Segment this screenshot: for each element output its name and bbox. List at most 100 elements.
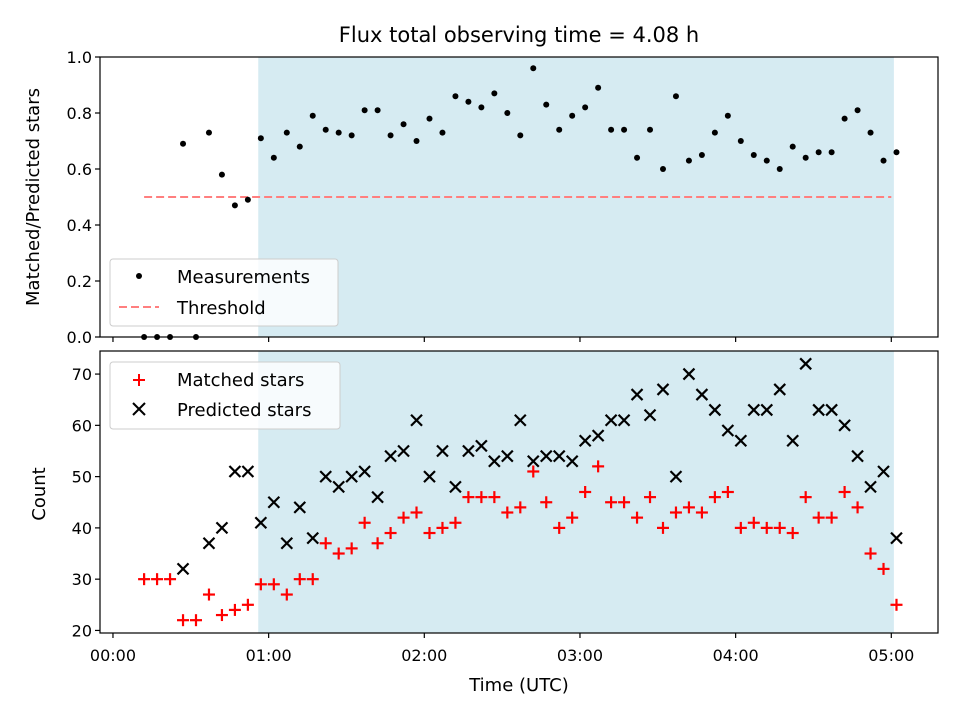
predicted-star-point [812, 403, 825, 417]
predicted-star-point [877, 465, 890, 478]
matched-star-point [553, 521, 566, 534]
matched-star-point [228, 603, 241, 616]
x-tick-label: 05:00 [868, 646, 914, 665]
predicted-star-point [228, 465, 242, 478]
measurement-point [465, 98, 472, 105]
legend-predicted-marker [132, 402, 146, 416]
measurement-point [478, 104, 485, 111]
predicted-star-point [721, 424, 735, 437]
y-tick-label: 70 [72, 365, 92, 384]
matched-star-point [332, 547, 345, 560]
matched-star-point [241, 598, 254, 611]
measurement-point [205, 129, 212, 136]
y-tick-label: 0.2 [67, 272, 92, 291]
top-panel: Flux total observing time = 4.08 h 0.00.… [23, 23, 939, 347]
predicted-star-point [708, 403, 722, 417]
matched-star-point [371, 537, 384, 550]
measurement-point [737, 138, 744, 144]
matched-star-point [695, 506, 708, 519]
top-legend: Measurements Threshold [109, 258, 339, 327]
y-tick-label: 1.0 [67, 48, 92, 67]
measurement-point [504, 110, 511, 116]
measurement-point [348, 132, 355, 139]
matched-star-point [825, 511, 838, 524]
measurement-point [802, 154, 809, 161]
predicted-star-point [332, 480, 345, 494]
predicted-star-point [358, 465, 371, 478]
predicted-star-point [267, 495, 281, 509]
predicted-star-point [488, 454, 501, 468]
predicted-star-point [319, 470, 332, 483]
measurement-point [257, 135, 264, 142]
predicted-star-point [449, 480, 462, 494]
predicted-star-point [501, 449, 514, 463]
matched-star-point [267, 578, 280, 591]
measurement-point [582, 104, 589, 111]
measurement-point [231, 202, 238, 209]
measurement-point [491, 90, 498, 97]
top-y-axis-label: Matched/Predicted stars [23, 88, 44, 306]
measurement-point [439, 129, 446, 136]
predicted-star-point [410, 413, 423, 427]
matched-star-point [708, 491, 721, 504]
matched-star-point [682, 501, 695, 514]
predicted-star-point [825, 403, 838, 417]
x-tick-label: 02:00 [401, 646, 447, 665]
y-tick-label: 0.4 [67, 216, 92, 235]
measurement-point [361, 107, 368, 114]
matched-star-point [605, 496, 618, 509]
measurement-point [387, 132, 394, 139]
measurement-point [296, 143, 303, 150]
legend-measurements-label: Measurements [177, 267, 310, 288]
measurement-point [854, 107, 861, 114]
bottom-x-ticks: 00:00 01:00 02:00 03:00 04:00 05:00 [90, 633, 914, 665]
measurement-point [750, 152, 757, 158]
matched-stars-points [138, 460, 903, 627]
matched-star-point [799, 491, 812, 504]
matched-star-point [151, 573, 164, 586]
measurement-point [426, 115, 433, 122]
x-tick-label: 03:00 [557, 646, 603, 665]
y-tick-label: 0.8 [67, 104, 92, 123]
matched-star-point [436, 521, 449, 534]
measurement-point [815, 149, 822, 156]
measurement-point [711, 129, 718, 136]
predicted-star-point [397, 444, 410, 458]
predicted-star-point [695, 388, 709, 401]
matched-star-point [514, 501, 527, 514]
matched-star-point [449, 516, 462, 529]
measurement-point [608, 126, 615, 133]
measurement-point [322, 126, 329, 133]
measurement-point [621, 126, 628, 133]
bottom-y-axis-label: Count [29, 467, 50, 520]
matched-star-point [786, 527, 799, 540]
y-tick-label: 50 [72, 468, 92, 487]
predicted-star-point [890, 531, 903, 545]
measurement-point [828, 149, 835, 156]
top-plot-frame [99, 56, 939, 338]
top-x-ticks [112, 337, 892, 342]
bottom-panel: 20 30 40 50 60 70 00:00 01:00 02:00 03:00 04:00 05… [29, 350, 939, 696]
y-tick-label: 40 [72, 519, 92, 538]
matched-star-point [864, 547, 877, 560]
matched-star-point [345, 542, 358, 555]
predicted-star-point [786, 434, 799, 448]
bottom-y-ticks: 20 30 40 50 60 70 [72, 365, 100, 640]
measurement-point [893, 149, 900, 156]
matched-star-point [760, 521, 773, 534]
matched-star-point [773, 521, 786, 534]
matched-star-point [254, 578, 267, 591]
matched-star-point [164, 573, 177, 586]
predicted-star-point [565, 454, 579, 468]
matched-star-point [319, 537, 332, 550]
matched-star-point [293, 573, 306, 586]
predicted-star-point [656, 383, 670, 396]
measurement-point [556, 126, 563, 133]
matched-star-point [177, 614, 190, 627]
matched-star-point [566, 511, 579, 524]
predicted-star-point [773, 383, 787, 396]
x-tick-label: 01:00 [246, 646, 292, 665]
bottom-legend: Matched stars Predicted stars [109, 361, 341, 430]
predicted-star-point [176, 562, 190, 576]
matched-star-point [838, 486, 851, 498]
